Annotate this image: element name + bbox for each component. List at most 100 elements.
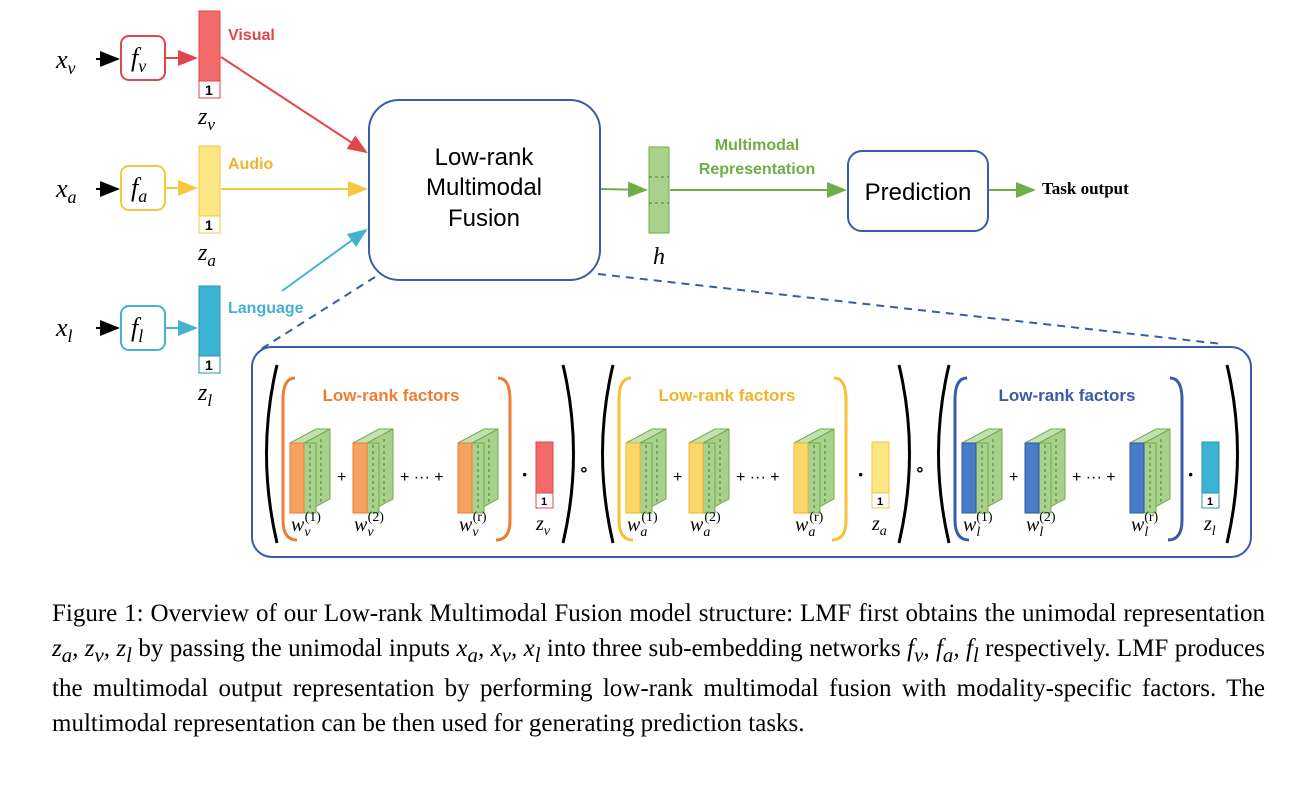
z-label: zv [535, 513, 551, 539]
slab-1 [289, 428, 331, 514]
w-1-label: wv(1) [291, 510, 321, 540]
z-a-one: 1 [205, 217, 213, 233]
caption-part-1: Figure 1: Overview of our Low-rank Multi… [52, 600, 1265, 627]
f-a-label: fa [131, 173, 147, 206]
h-vector [648, 146, 670, 234]
ellipsis-plus: + ··· + [1072, 469, 1116, 486]
zoom-line-right [597, 273, 1223, 345]
slab-r [1129, 428, 1171, 514]
dot-product: · [1187, 462, 1194, 487]
lmf-diagram: xv fv 1 Visual zv xa fa 1 Audio za xl fl… [55, 10, 1252, 558]
slab-2 [1024, 428, 1066, 514]
f-v-box [120, 35, 166, 81]
z-vector-one: 1 [877, 496, 883, 508]
z-l-one-box [198, 355, 221, 374]
inner-bracket-left [617, 376, 634, 542]
hadamard-1: ∘ [579, 459, 589, 481]
fusion-to-h-arrow [600, 181, 648, 198]
factor-title: Low-rank factors [659, 386, 796, 405]
plus-1: + [673, 469, 682, 486]
caption-part-4: respectively. LMF produces the multimoda… [52, 634, 1265, 737]
f-a-box [120, 165, 166, 211]
x-a-label: xa [55, 174, 77, 207]
factor-title: Low-rank factors [999, 386, 1136, 405]
plus-1: + [1009, 469, 1018, 486]
inner-bracket-right [831, 376, 848, 542]
outer-paren-right [1225, 364, 1239, 544]
caption-part-3: into three sub-embedding networks [540, 634, 908, 662]
x-v-label: xv [55, 45, 76, 78]
prediction-label: Prediction [865, 179, 972, 206]
caption-part-2: by passing the unimodal inputs [131, 634, 457, 662]
fusion-line-1: Low-rank [435, 144, 535, 171]
z-label: za [871, 513, 887, 539]
w-1-label: wa(1) [627, 510, 658, 540]
plus-1: + [337, 469, 346, 486]
task-output-label: Task output [1042, 179, 1129, 198]
ellipsis-plus: + ··· + [400, 469, 444, 486]
fusion-box [368, 99, 601, 281]
language-to-fusion-arrow [281, 228, 368, 292]
z-vector-one: 1 [1207, 496, 1213, 508]
slab-2 [688, 428, 730, 514]
z-vector-one-box [1201, 492, 1220, 509]
w-2-label: wa(2) [690, 510, 721, 540]
factor-group-audio: Low-rank factors + + ··· + wa(1 [601, 364, 911, 544]
slab-1 [625, 428, 667, 514]
f-l-box [120, 305, 166, 351]
dot-product: · [857, 462, 864, 487]
outer-paren-right [897, 364, 911, 544]
w-2-label: wv(2) [354, 510, 384, 540]
z-v-bar [198, 10, 221, 82]
z-l-bar [198, 285, 221, 357]
visual-label: Visual [228, 27, 275, 44]
audio-label: Audio [228, 156, 274, 173]
factor-group-language: Low-rank factors + + ··· + wl(1 [937, 364, 1239, 544]
inner-bracket-right [1167, 376, 1184, 542]
slab-r [793, 428, 835, 514]
z-l-label: zl [197, 380, 212, 410]
visual-to-fusion-arrow [220, 56, 368, 154]
zoom-panel [251, 346, 1252, 558]
figure-caption: Figure 1: Overview of our Low-rank Multi… [52, 597, 1265, 741]
w-1-label: wl(1) [963, 510, 993, 540]
w-r-label: wv(r) [459, 510, 487, 540]
zoom-line-left [257, 276, 376, 352]
prediction-box [847, 150, 989, 232]
inner-bracket-right [495, 376, 512, 542]
w-2-label: wl(2) [1026, 510, 1056, 540]
h-label: h [653, 244, 665, 270]
fusion-line-2: Multimodal [426, 174, 542, 201]
z-a-bar [198, 145, 221, 217]
f-l-label: fl [131, 313, 143, 346]
z-vector [871, 441, 890, 494]
caption-math-f: fv, fa, fl [907, 634, 979, 667]
language-label: Language [228, 300, 304, 317]
caption-math-z: za, zv, zl [52, 634, 132, 667]
z-v-one-box [198, 80, 221, 99]
z-l-one: 1 [205, 357, 213, 373]
multimodal-line-1: Multimodal [715, 137, 799, 154]
multimodal-line-2: Representation [699, 161, 815, 178]
z-vector-one-box [535, 492, 554, 509]
w-r-label: wl(r) [1131, 510, 1159, 540]
caption-math-x: xa, xv, xl [456, 634, 541, 667]
fusion-line-3: Fusion [448, 205, 520, 232]
z-v-one: 1 [205, 82, 213, 98]
factor-title: Low-rank factors [323, 386, 460, 405]
z-vector-one-box [871, 492, 890, 509]
dot-product: · [521, 462, 528, 487]
z-vector-one: 1 [541, 496, 547, 508]
z-v-label: zv [197, 104, 215, 134]
slab-r [457, 428, 499, 514]
inner-bracket-left [953, 376, 970, 542]
outer-paren-right [561, 364, 575, 544]
slab-2 [352, 428, 394, 514]
slab-1 [961, 428, 1003, 514]
z-a-one-box [198, 215, 221, 234]
outer-paren-left [265, 364, 279, 544]
f-v-label: fv [131, 43, 146, 76]
z-vector [1201, 441, 1220, 494]
hadamard-2: ∘ [915, 459, 925, 481]
factor-group-visual: Low-rank factors + + ··· + wv(1 [265, 364, 575, 544]
